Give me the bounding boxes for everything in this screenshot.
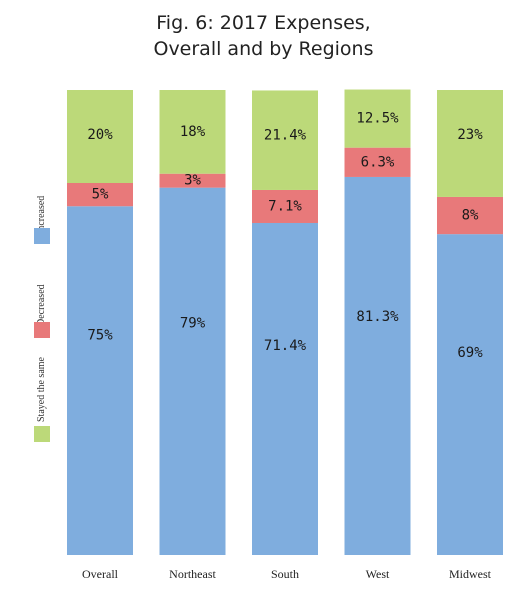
chart-title-line-2: Overall and by Regions [153,38,374,60]
label-northeast-decreased: 3% [184,173,201,189]
category-label-northeast: Northeast [169,567,216,581]
bar-northeast-decreased [159,173,226,188]
bar-overall-stayed-the-same [67,90,133,183]
bar-west-decreased [344,147,411,177]
legend-item-increased: Increased [20,180,64,270]
label-midwest-decreased: 8% [462,208,479,224]
label-south-decreased: 7.1% [268,198,302,214]
bar-midwest-decreased [437,196,503,235]
category-label-midwest: Midwest [449,567,492,581]
bar-overall-increased [67,206,133,555]
label-south-increased: 71.4% [264,338,307,354]
legend-item-stayed-the-same: Stayed the same [20,350,64,442]
label-west-decreased: 6.3% [361,154,395,170]
bar-midwest-stayed-the-same [437,90,503,197]
bar-midwest-increased [437,234,503,555]
legend-label-stayed-the-same: Stayed the same [36,357,47,423]
label-northeast-stayed-the-same: 18% [180,124,206,140]
chart-title: Fig. 6: 2017 Expenses, Overall and by Re… [0,10,527,62]
category-label-south: South [271,567,299,581]
bar-west-increased [344,176,411,555]
bar-northeast-stayed-the-same [159,90,226,174]
label-overall-increased: 75% [87,327,113,343]
label-west-increased: 81.3% [356,309,399,325]
legend-swatch-decreased [34,322,50,338]
label-midwest-stayed-the-same: 23% [457,127,483,143]
legend: Increased Decreased Stayed the same [20,180,64,450]
category-label-overall: Overall [82,567,119,581]
label-overall-decreased: 5% [92,187,109,203]
bar-west-stayed-the-same [344,89,411,148]
bar-northeast-increased [159,187,226,555]
bar-south-increased [252,222,318,556]
label-overall-stayed-the-same: 20% [87,127,113,143]
chart-title-line-1: Fig. 6: 2017 Expenses, [156,12,371,34]
category-label-west: West [366,567,390,581]
bar-overall-decreased [67,183,133,207]
legend-item-decreased: Decreased [20,270,64,360]
label-west-stayed-the-same: 12.5% [356,111,399,127]
legend-swatch-increased [34,228,50,244]
label-midwest-increased: 69% [457,345,483,361]
legend-swatch-stayed-the-same [34,426,50,442]
label-south-stayed-the-same: 21.4% [264,127,307,143]
bar-south-decreased [252,189,318,223]
label-northeast-increased: 79% [180,316,206,332]
bar-south-stayed-the-same [252,90,318,190]
